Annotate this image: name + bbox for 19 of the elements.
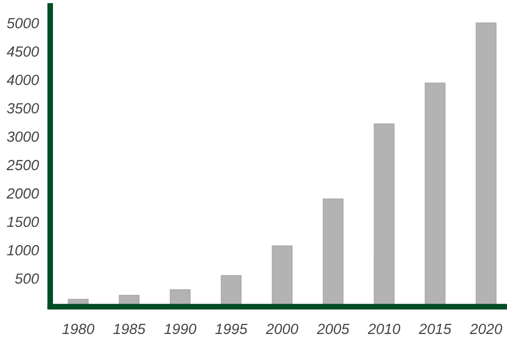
x-tick-label: 2010	[368, 324, 400, 334]
y-tick-label: 2500	[6, 160, 39, 170]
x-tick-label: 2005	[316, 324, 350, 334]
x-tick-label: 1985	[113, 324, 146, 334]
x-tick-label: 2000	[266, 324, 298, 334]
y-tick-label: 4000	[6, 74, 39, 86]
y-tick-label: 5000	[6, 18, 39, 28]
x-tick-label: 1980	[62, 324, 94, 334]
x-tick-label: 1990	[164, 324, 196, 334]
y-tick-label: 1000	[7, 245, 39, 256]
y-tick-label: 500	[15, 273, 39, 284]
y-tick-label: 4500	[6, 46, 39, 57]
y-tick-label: 3500	[6, 103, 39, 114]
x-tick-label: 2015	[418, 324, 452, 334]
x-tick-label: 1995	[215, 324, 248, 334]
y-tick-label: 1500	[7, 216, 39, 227]
y-tick-label: 2000	[6, 188, 39, 199]
x-tick-label: 2020	[470, 324, 502, 334]
y-tick-label: 3000	[6, 132, 39, 142]
